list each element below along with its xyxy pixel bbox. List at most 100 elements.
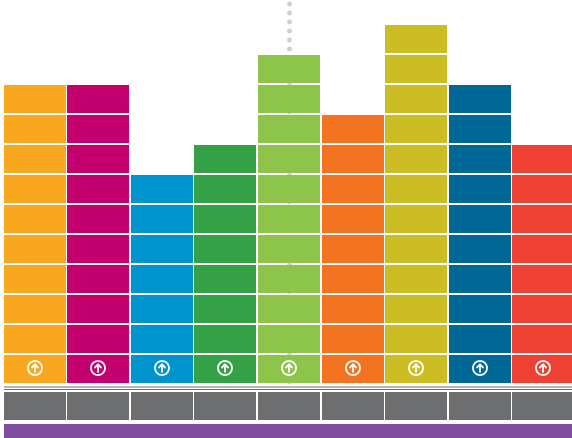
bar-segment (194, 235, 256, 263)
bar-segment (385, 205, 447, 233)
bar-segment (194, 295, 256, 323)
bar-segment (67, 265, 129, 293)
bar-stack-6 (322, 115, 384, 383)
bar-stack-5 (258, 55, 320, 383)
bar-segment (322, 145, 384, 173)
bar-segment (322, 205, 384, 233)
bar-segment (258, 85, 320, 113)
icon-arrow-head (476, 363, 484, 369)
icon-ring (345, 360, 361, 376)
icon-ring (90, 360, 106, 376)
bar-segment (512, 325, 572, 353)
bar-segment (67, 85, 129, 113)
icon-arrow-head (94, 363, 102, 369)
bar-segment (385, 325, 447, 353)
bar-stack-9 (512, 145, 572, 383)
bar-segment (4, 85, 66, 113)
bar-segment (322, 175, 384, 203)
bar-segment (194, 265, 256, 293)
bar-segment (385, 55, 447, 83)
bar-segment (194, 325, 256, 353)
base-block-2 (67, 392, 129, 420)
bar-segment (449, 175, 511, 203)
bar-segment (449, 205, 511, 233)
arrow-up-circle-icon (408, 360, 424, 376)
bar-segment (449, 235, 511, 263)
icon-arrow-head (158, 363, 166, 369)
bar-segment (4, 235, 66, 263)
arrow-up-circle-icon (345, 360, 361, 376)
arrow-up-circle-icon (535, 360, 551, 376)
bar-segment (512, 355, 572, 383)
bar-segment (131, 325, 193, 353)
icon-ring (535, 360, 551, 376)
bar-segment (4, 325, 66, 353)
arrow-up-circle-icon (27, 360, 43, 376)
base-block-4 (194, 392, 256, 420)
bar-segment (449, 145, 511, 173)
bar-segment (4, 205, 66, 233)
bar-segment (449, 115, 511, 143)
icon-ring (154, 360, 170, 376)
bar-stack-3 (131, 175, 193, 383)
base-block-3 (131, 392, 193, 420)
bar-stack-7 (385, 25, 447, 383)
bar-segment (512, 145, 572, 173)
icon-arrow-head (31, 363, 39, 369)
bar-stack-4 (194, 145, 256, 383)
footer-band (4, 424, 572, 438)
bar-segment (258, 235, 320, 263)
bar-segment (258, 115, 320, 143)
bar-segment (512, 235, 572, 263)
bar-segment (131, 175, 193, 203)
base-block-7 (385, 392, 447, 420)
icon-ring (281, 360, 297, 376)
icon-arrow-head (539, 363, 547, 369)
bar-segment (131, 235, 193, 263)
bar-segment (258, 145, 320, 173)
bar-segment (385, 85, 447, 113)
bar-segment (258, 325, 320, 353)
bar-segment (512, 175, 572, 203)
bar-stack-1 (4, 85, 66, 383)
icon-ring (217, 360, 233, 376)
icon-arrow-head (412, 363, 420, 369)
bar-segment (67, 235, 129, 263)
base-block-9 (512, 392, 572, 420)
bar-segment (385, 25, 447, 53)
bar-segment (449, 265, 511, 293)
bar-segment (4, 295, 66, 323)
bar-segment (4, 115, 66, 143)
icon-arrow-head (221, 363, 229, 369)
icon-arrow-head (349, 363, 357, 369)
bar-segment (322, 295, 384, 323)
bar-segment (385, 145, 447, 173)
bar-segment (258, 175, 320, 203)
bar-segment (512, 295, 572, 323)
bar-segment (194, 145, 256, 173)
arrow-up-circle-icon (154, 360, 170, 376)
bar-segment (449, 295, 511, 323)
bar-segment (67, 325, 129, 353)
bar-segment (385, 175, 447, 203)
bar-segment (258, 55, 320, 83)
bar-segment (385, 295, 447, 323)
bar-segment (322, 235, 384, 263)
base-block-5 (258, 392, 320, 420)
bar-segment (4, 175, 66, 203)
bar-segment (67, 175, 129, 203)
bar-segment (67, 115, 129, 143)
arrow-up-circle-icon (90, 360, 106, 376)
bar-segment (385, 235, 447, 263)
bar-segment (131, 205, 193, 233)
bar-segment (512, 205, 572, 233)
bar-segment (322, 325, 384, 353)
bar-stack-2 (67, 85, 129, 383)
arrow-up-circle-icon (217, 360, 233, 376)
icon-arrow-head (285, 363, 293, 369)
bar-segment (385, 115, 447, 143)
icon-ring (408, 360, 424, 376)
bar-segment (322, 265, 384, 293)
bar-segment (67, 295, 129, 323)
